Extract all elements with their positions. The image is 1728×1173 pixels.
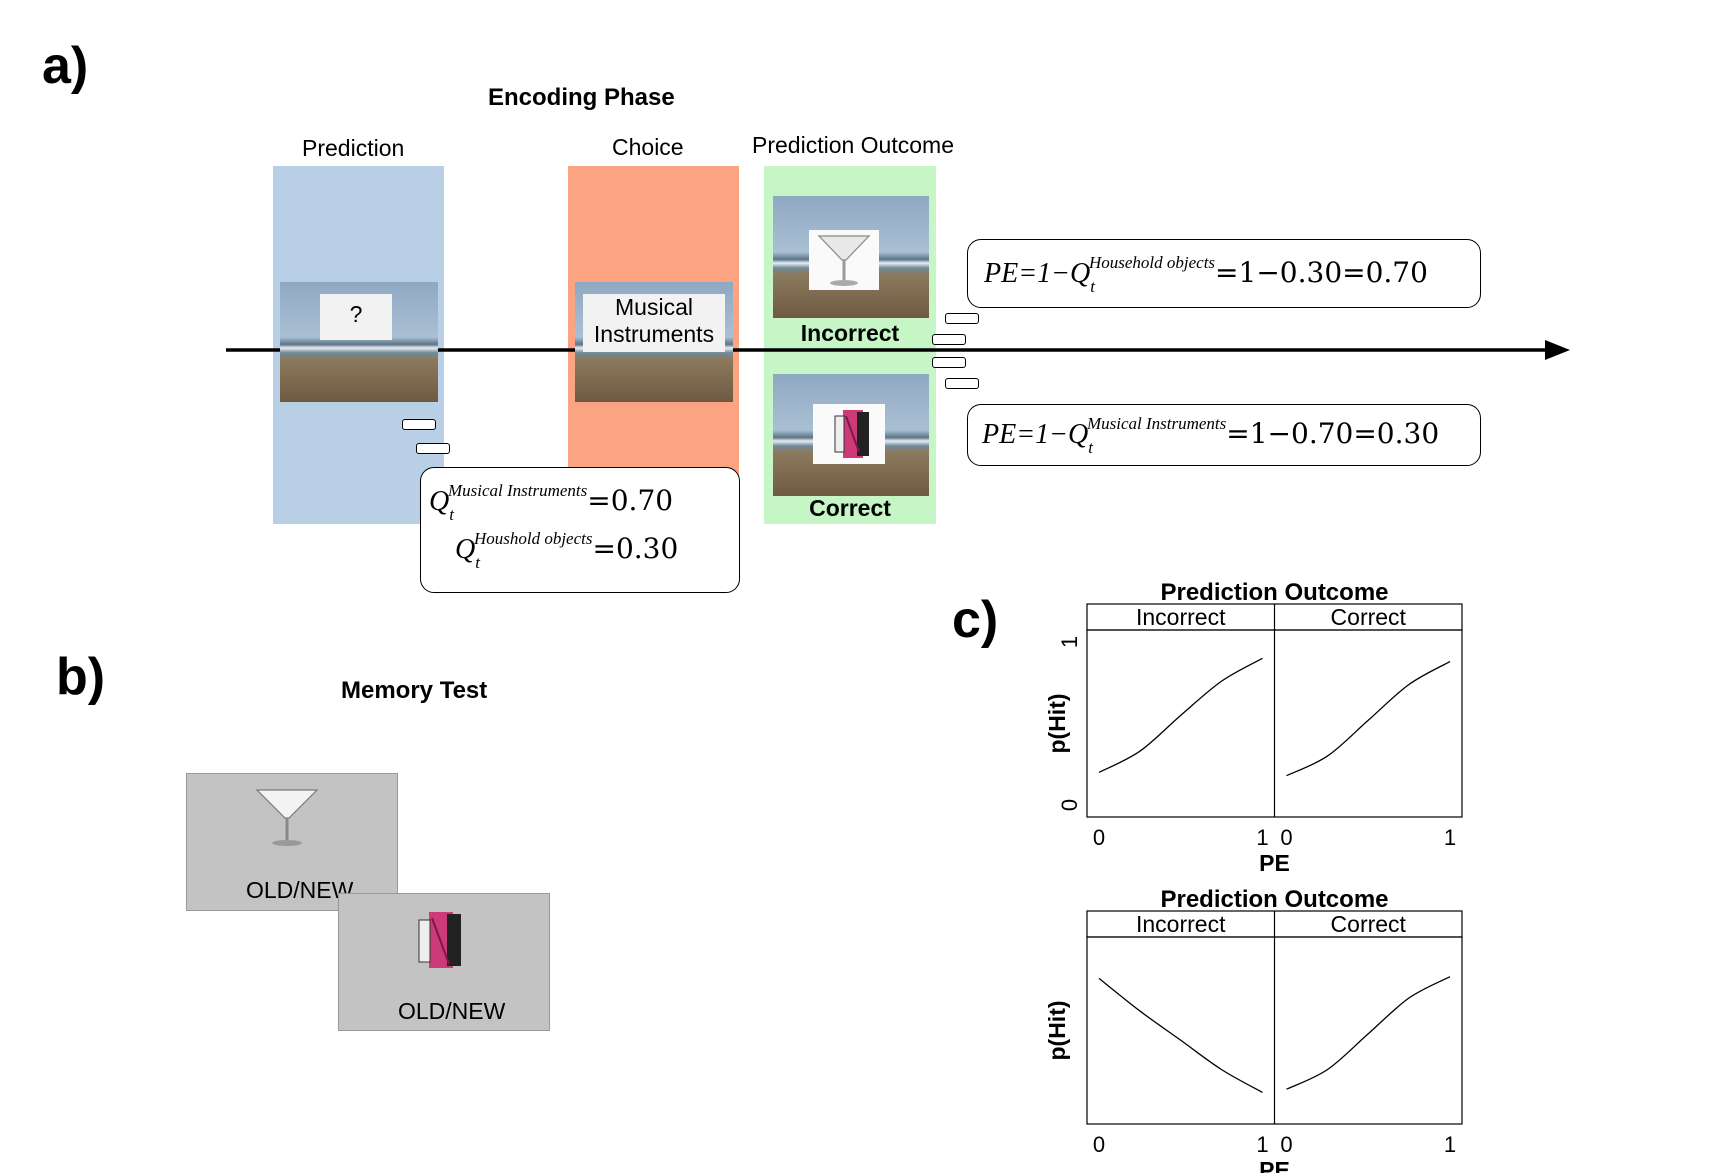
x-tick-label: 1 [1444, 1132, 1456, 1157]
series-line-incorrect [1098, 657, 1263, 773]
panel-a-letter: a) [42, 37, 89, 95]
series-line-correct [1286, 660, 1451, 777]
martini-glass-icon [247, 784, 327, 855]
choice-beach-image: Musical Instruments [575, 282, 733, 402]
facet-label-correct: Correct [1331, 911, 1407, 937]
q-sub: t [1088, 438, 1093, 457]
q-sup: Household objects [1088, 253, 1216, 272]
choice-card-line2: Instruments [593, 321, 715, 347]
old-new-prompt: OLD/NEW [246, 877, 354, 903]
x-tick-label: 0 [1280, 825, 1292, 850]
encoding-phase-title: Encoding Phase [488, 84, 675, 111]
bubble-pill [416, 443, 450, 454]
prediction-phase-label: Prediction [302, 135, 405, 161]
correct-beach-image [773, 374, 929, 496]
pe-rhs: =1−0.70=0.30 [1226, 417, 1440, 450]
x-axis-label: PE [1259, 850, 1290, 876]
choice-category-card: Musical Instruments [583, 294, 725, 352]
pe-lhs: PE=1− [982, 419, 1068, 450]
outcome-phase-label: Prediction Outcome [752, 132, 954, 158]
x-tick-label: 1 [1444, 825, 1456, 850]
facet-label-incorrect: Incorrect [1136, 911, 1226, 937]
q-symbol: Q [1070, 258, 1091, 289]
q-sub: t [1090, 277, 1095, 296]
pe-lhs: PE=1− [984, 258, 1070, 289]
panel-b-letter: b) [56, 648, 106, 706]
q-symbol: Q [1068, 419, 1089, 450]
chart-title: Prediction Outcome [1160, 886, 1388, 913]
q-symbol: Q [455, 534, 476, 565]
q-musical-equation: Qt Musical Instruments=0.70 [429, 481, 674, 524]
incorrect-outcome-label: Incorrect [800, 320, 900, 346]
q-sup: Musical Instruments [447, 481, 588, 500]
martini-glass-icon [809, 230, 879, 290]
bubble-pill [932, 334, 966, 345]
correct-outcome-label: Correct [809, 495, 891, 521]
q-symbol: Q [429, 486, 450, 517]
q-sub: t [475, 553, 480, 572]
q-values-box: Qt Musical Instruments=0.70 Qt Houshold ob… [420, 467, 740, 593]
q-rhs: =0.70 [587, 484, 674, 517]
facet-label-correct: Correct [1331, 604, 1407, 630]
memory-test-title: Memory Test [341, 677, 488, 704]
bubble-pill [945, 378, 979, 389]
y-tick-label: 1 [1057, 636, 1082, 648]
y-tick-label: 0 [1057, 799, 1082, 811]
pe-correct-box: PE=1−Qt Musical Instruments=1−0.70=0.30 [967, 404, 1481, 466]
chart-title: Prediction Outcome [1160, 579, 1388, 606]
facet-label-incorrect: Incorrect [1136, 604, 1226, 630]
pe-incorrect-equation: PE=1−Qt Household objects=1−0.30=0.70 [984, 253, 1428, 296]
q-household-equation: Qt Houshold objects=0.30 [455, 529, 679, 572]
y-axis-label: p(Hit) [1044, 693, 1070, 753]
choice-card-line1: Musical [615, 294, 693, 320]
q-sup: Musical Instruments [1086, 414, 1227, 433]
q-rhs: =0.30 [592, 532, 679, 565]
panel-c-letter: c) [952, 591, 999, 649]
x-tick-label: 0 [1093, 825, 1105, 850]
q-sub: t [449, 505, 454, 524]
memory-card-glass: OLD/NEW [186, 773, 398, 911]
bubble-pill [945, 313, 979, 324]
accordion-icon [405, 908, 475, 979]
y-axis-label: p(Hit) [1044, 1000, 1070, 1060]
choice-phase-label: Choice [612, 134, 684, 160]
q-sup: Houshold objects [473, 529, 593, 548]
bubble-pill [402, 419, 436, 430]
memory-card-accordion: OLD/NEW [338, 893, 550, 1031]
bubble-pill [932, 357, 966, 368]
x-tick-label: 1 [1256, 825, 1268, 850]
prediction-question-card: ? [320, 294, 392, 340]
x-tick-label: 0 [1280, 1132, 1292, 1157]
accordion-icon [813, 404, 885, 464]
pe-correct-equation: PE=1−Qt Musical Instruments=1−0.70=0.30 [982, 414, 1440, 457]
x-axis-label: PE [1259, 1157, 1290, 1173]
old-new-prompt: OLD/NEW [398, 998, 506, 1024]
pe-rhs: =1−0.30=0.70 [1215, 256, 1428, 289]
series-line-correct [1286, 976, 1451, 1090]
x-tick-label: 1 [1256, 1132, 1268, 1157]
incorrect-beach-image [773, 196, 929, 318]
pe-incorrect-box: PE=1−Qt Household objects=1−0.30=0.70 [967, 239, 1481, 308]
series-line-incorrect [1098, 977, 1263, 1094]
prediction-beach-image: ? [280, 282, 438, 402]
x-tick-label: 0 [1093, 1132, 1105, 1157]
